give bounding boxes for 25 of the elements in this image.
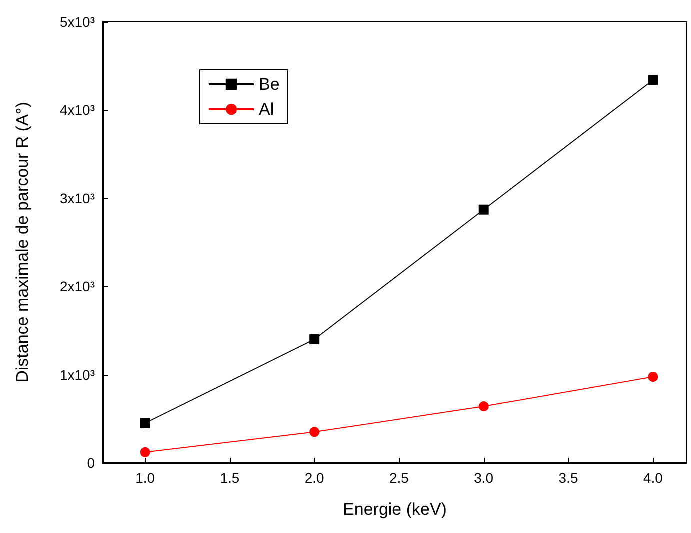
legend-label: Al (259, 100, 274, 119)
point (478, 204, 489, 215)
x-tick-label: 1.5 (220, 470, 240, 486)
point (310, 427, 320, 438)
point (648, 372, 658, 382)
point (140, 447, 150, 458)
y-tick-label: 0 (87, 455, 96, 471)
point (648, 75, 658, 86)
x-tick-label: 3.5 (558, 470, 578, 486)
y-tick-label: 4x10³ (60, 102, 96, 118)
point (310, 334, 320, 345)
point (478, 402, 489, 412)
y-tick-label: 2x10³ (60, 278, 96, 295)
x-axis-title: Energie (keV) (343, 500, 447, 519)
x-tick-label: 3.0 (474, 470, 494, 486)
y-tick-label: 3x10³ (60, 190, 96, 206)
x-tick-label: 2.0 (304, 470, 325, 486)
x-tick-label: 2.5 (390, 470, 410, 486)
x-tick-label: 1.0 (136, 470, 156, 486)
legend-label: Be (259, 75, 280, 94)
y-tick-label: 5x10³ (60, 14, 96, 30)
point (140, 418, 150, 428)
y-axis-title: Distance maximale de parcour R (A°) (13, 102, 32, 383)
y-tick-label: 1x10³ (60, 366, 96, 383)
x-tick-label: 4.0 (643, 470, 664, 486)
